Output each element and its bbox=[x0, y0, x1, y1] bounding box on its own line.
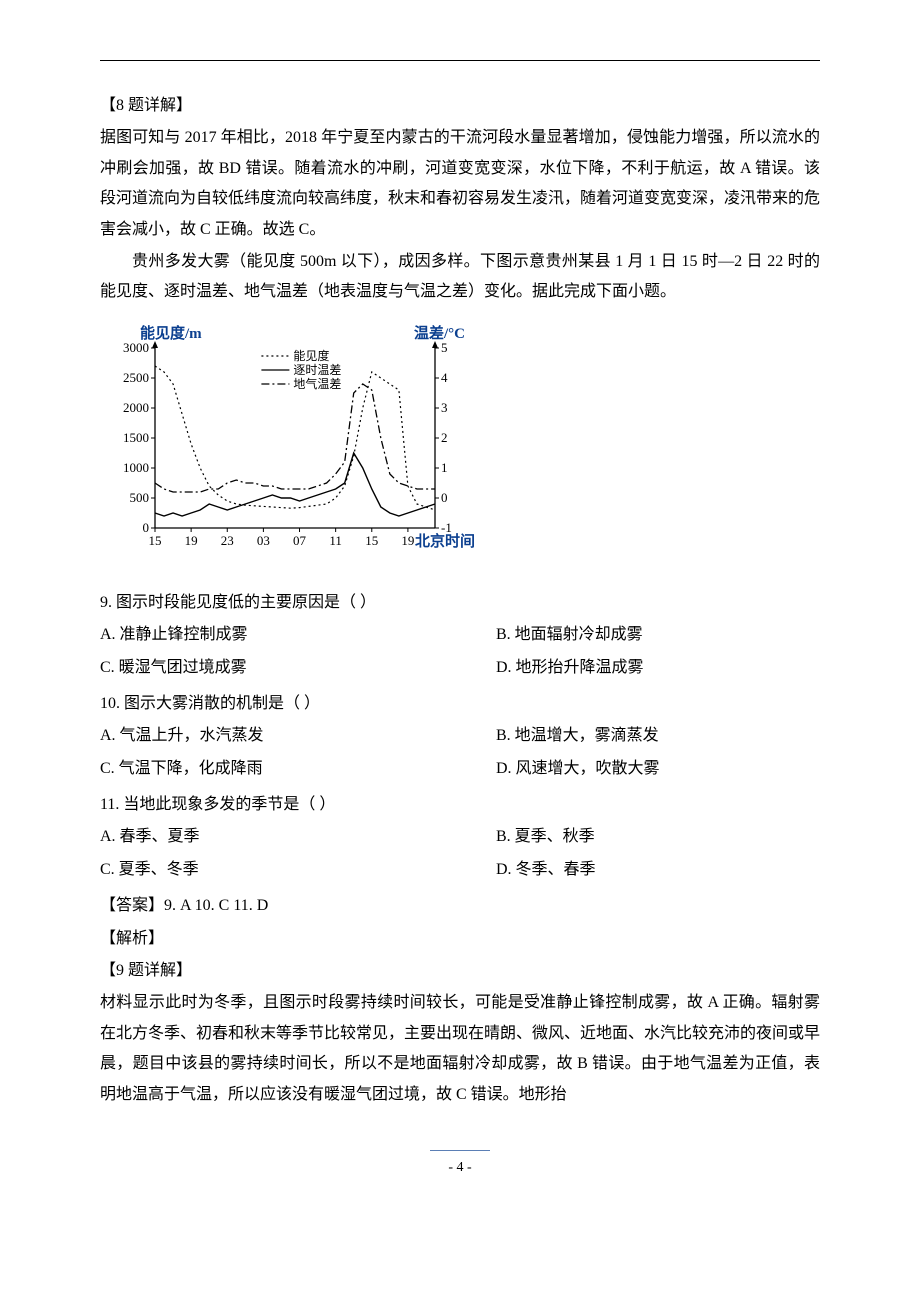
q9-option-a: A. 准静止锋控制成雾 bbox=[100, 620, 496, 650]
svg-text:逐时温差: 逐时温差 bbox=[293, 363, 341, 377]
q10-options-row2: C. 气温下降，化成降雨 D. 风速增大，吹散大雾 bbox=[100, 754, 820, 784]
svg-text:地气温差: 地气温差 bbox=[293, 376, 341, 391]
svg-text:4: 4 bbox=[441, 370, 448, 385]
q9-options-row2: C. 暖湿气团过境成雾 D. 地形抬升降温成雾 bbox=[100, 653, 820, 683]
footer-divider bbox=[430, 1150, 490, 1151]
svg-text:15: 15 bbox=[365, 533, 378, 548]
q9-option-c: C. 暖湿气团过境成雾 bbox=[100, 653, 496, 683]
svg-text:1: 1 bbox=[441, 460, 448, 475]
svg-text:11: 11 bbox=[329, 533, 342, 548]
q11-options-row2: C. 夏季、冬季 D. 冬季、春季 bbox=[100, 855, 820, 885]
q8-detail-heading: 【8 题详解】 bbox=[100, 91, 820, 121]
svg-text:0: 0 bbox=[441, 490, 448, 505]
q9-stem: 9. 图示时段能见度低的主要原因是（ ） bbox=[100, 588, 820, 618]
page-footer: - 4 - bbox=[100, 1150, 820, 1182]
q9-option-b: B. 地面辐射冷却成雾 bbox=[496, 620, 820, 650]
svg-text:2000: 2000 bbox=[123, 400, 149, 415]
passage-intro: 贵州多发大雾（能见度 500m 以下），成因多样。下图示意贵州某县 1 月 1 … bbox=[100, 247, 820, 308]
q9-detail-body: 材料显示此时为冬季，且图示时段雾持续时间较长，可能是受准静止锋控制成雾，故 A … bbox=[100, 988, 820, 1110]
svg-text:07: 07 bbox=[293, 533, 307, 548]
q9-options-row1: A. 准静止锋控制成雾 B. 地面辐射冷却成雾 bbox=[100, 620, 820, 650]
q11-option-a: A. 春季、夏季 bbox=[100, 822, 496, 852]
chart-svg: 能见度/m温差/°C北京时间050010001500200025003000-1… bbox=[100, 318, 500, 578]
q10-option-b: B. 地温增大，雾滴蒸发 bbox=[496, 721, 820, 751]
svg-text:能见度/m: 能见度/m bbox=[140, 324, 202, 342]
svg-text:5: 5 bbox=[441, 340, 448, 355]
svg-text:3000: 3000 bbox=[123, 340, 149, 355]
top-divider bbox=[100, 60, 820, 61]
svg-text:2: 2 bbox=[441, 430, 448, 445]
svg-text:3: 3 bbox=[441, 400, 448, 415]
svg-text:500: 500 bbox=[130, 490, 150, 505]
q9-detail-heading: 【9 题详解】 bbox=[100, 956, 820, 986]
answer-line: 【答案】9. A 10. C 11. D bbox=[100, 891, 820, 921]
svg-text:19: 19 bbox=[185, 533, 198, 548]
svg-text:15: 15 bbox=[149, 533, 162, 548]
svg-text:能见度: 能见度 bbox=[293, 348, 329, 363]
q10-stem: 10. 图示大雾消散的机制是（ ） bbox=[100, 689, 820, 719]
svg-text:03: 03 bbox=[257, 533, 270, 548]
q10-option-a: A. 气温上升，水汽蒸发 bbox=[100, 721, 496, 751]
svg-text:1500: 1500 bbox=[123, 430, 149, 445]
q9-option-d: D. 地形抬升降温成雾 bbox=[496, 653, 820, 683]
q11-option-c: C. 夏季、冬季 bbox=[100, 855, 496, 885]
q11-option-b: B. 夏季、秋季 bbox=[496, 822, 820, 852]
q11-option-d: D. 冬季、春季 bbox=[496, 855, 820, 885]
q10-option-d: D. 风速增大，吹散大雾 bbox=[496, 754, 820, 784]
q10-options-row1: A. 气温上升，水汽蒸发 B. 地温增大，雾滴蒸发 bbox=[100, 721, 820, 751]
svg-text:-1: -1 bbox=[441, 520, 452, 535]
svg-text:19: 19 bbox=[401, 533, 414, 548]
q11-options-row1: A. 春季、夏季 B. 夏季、秋季 bbox=[100, 822, 820, 852]
svg-text:23: 23 bbox=[221, 533, 234, 548]
visibility-chart: 能见度/m温差/°C北京时间050010001500200025003000-1… bbox=[100, 318, 820, 578]
analysis-heading: 【解析】 bbox=[100, 924, 820, 954]
page-number: - 4 - bbox=[448, 1160, 471, 1175]
q11-stem: 11. 当地此现象多发的季节是（ ） bbox=[100, 790, 820, 820]
svg-text:温差/°C: 温差/°C bbox=[414, 324, 465, 342]
svg-text:1000: 1000 bbox=[123, 460, 149, 475]
q8-detail-body: 据图可知与 2017 年相比，2018 年宁夏至内蒙古的干流河段水量显著增加，侵… bbox=[100, 123, 820, 245]
svg-text:2500: 2500 bbox=[123, 370, 149, 385]
q10-option-c: C. 气温下降，化成降雨 bbox=[100, 754, 496, 784]
